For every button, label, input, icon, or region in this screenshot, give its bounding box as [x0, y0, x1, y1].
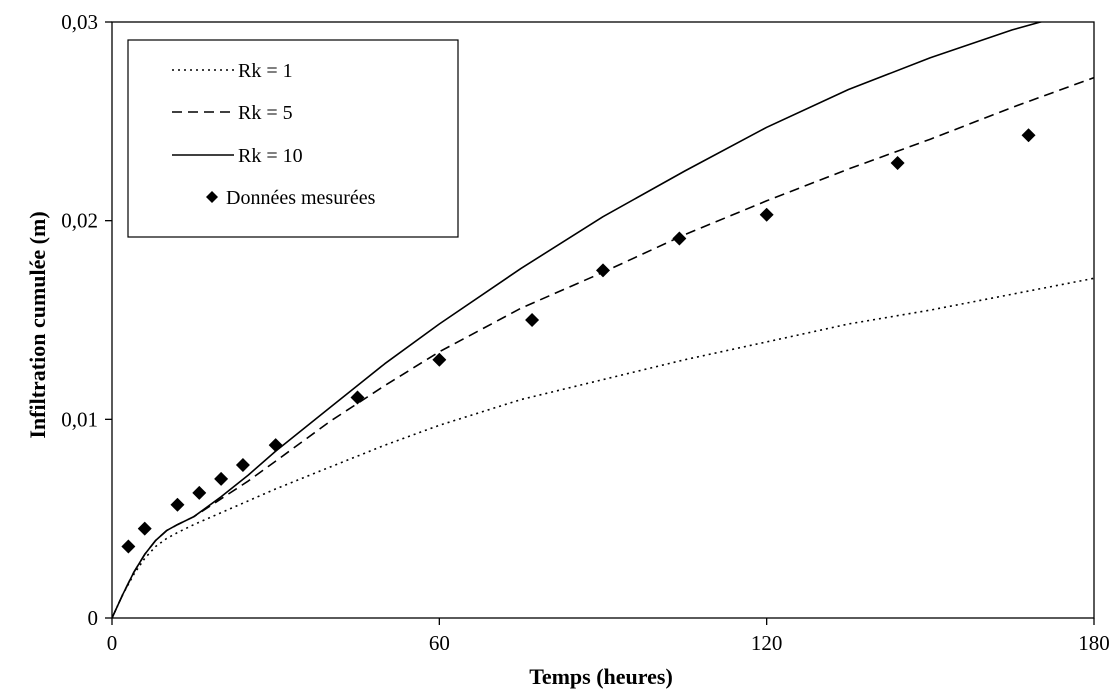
measured-data-point	[596, 263, 610, 278]
x-axis-title: Temps (heures)	[529, 664, 673, 689]
legend-label: Rk = 10	[238, 145, 303, 167]
legend-box	[127, 39, 459, 238]
series-line-solid	[112, 22, 1044, 618]
y-tick-label: 0,01	[61, 407, 98, 431]
axes-layer: 0 60 120 180 0 0,01 0,02 0,03	[61, 10, 1110, 655]
x-tick-label: 180	[1078, 631, 1110, 655]
measured-data-point	[170, 497, 185, 512]
y-tick-label: 0,02	[61, 209, 98, 233]
measured-data-point	[525, 313, 540, 327]
legend-label: Rk = 5	[238, 102, 293, 124]
measured-data-point	[268, 438, 283, 453]
measured-data-point	[1021, 128, 1036, 143]
measured-data-point	[672, 231, 687, 246]
y-tick-label: 0,03	[61, 10, 98, 34]
plot-frame	[111, 21, 1095, 619]
series-line-dotted	[112, 277, 1094, 618]
measured-data-point	[214, 471, 229, 486]
measured-data-point	[137, 521, 152, 536]
y-tick-label: 0	[88, 606, 99, 630]
measured-data-point	[235, 458, 250, 473]
legend: Rk = 1 Rk = 5 Rk = 10 Données mesurées	[127, 39, 459, 238]
measured-data-point	[350, 390, 365, 405]
measured-data-point	[890, 156, 905, 171]
series-layer	[112, 22, 1094, 618]
legend-label: Rk = 1	[238, 60, 293, 82]
y-axis-title: Infiltration cumulée (m)	[25, 211, 50, 438]
x-tick-label: 60	[429, 631, 450, 655]
measured-data-point	[192, 485, 207, 500]
measured-data-point	[759, 207, 774, 222]
x-tick-label: 0	[107, 631, 118, 655]
measured-data-point	[121, 539, 136, 554]
legend-entries: Rk = 1 Rk = 5 Rk = 10 Données mesurées	[172, 60, 376, 209]
x-tick-label: 120	[751, 631, 783, 655]
legend-label: Données mesurées	[226, 187, 376, 209]
